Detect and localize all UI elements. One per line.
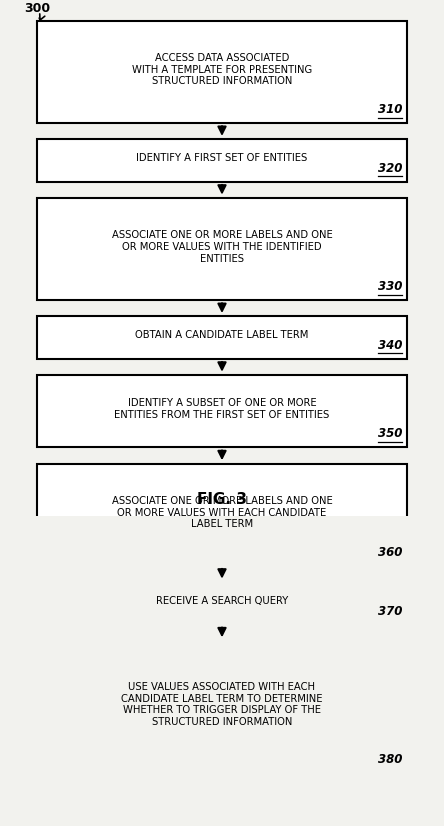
- Bar: [37, 316, 407, 358]
- Text: IDENTIFY A FIRST SET OF ENTITIES: IDENTIFY A FIRST SET OF ENTITIES: [136, 154, 308, 164]
- Text: ACCESS DATA ASSOCIATED
WITH A TEMPLATE FOR PRESENTING
STRUCTURED INFORMATION: ACCESS DATA ASSOCIATED WITH A TEMPLATE F…: [132, 53, 312, 87]
- Text: ASSOCIATE ONE OR MORE LABELS AND ONE
OR MORE VALUES WITH THE IDENTIFIED
ENTITIES: ASSOCIATE ONE OR MORE LABELS AND ONE OR …: [111, 230, 333, 263]
- Text: RECEIVE A SEARCH QUERY: RECEIVE A SEARCH QUERY: [156, 596, 288, 606]
- Bar: [37, 582, 407, 624]
- Text: 310: 310: [378, 103, 402, 116]
- Text: 320: 320: [378, 162, 402, 175]
- Text: 380: 380: [378, 752, 402, 766]
- Text: 370: 370: [378, 605, 402, 618]
- Text: 300: 300: [24, 2, 51, 15]
- Text: OBTAIN A CANDIDATE LABEL TERM: OBTAIN A CANDIDATE LABEL TERM: [135, 330, 309, 340]
- Bar: [37, 198, 407, 300]
- Bar: [37, 21, 407, 123]
- Text: USE VALUES ASSOCIATED WITH EACH
CANDIDATE LABEL TERM TO DETERMINE
WHETHER TO TRI: USE VALUES ASSOCIATED WITH EACH CANDIDAT…: [121, 682, 323, 727]
- Text: FIG. 3: FIG. 3: [197, 491, 247, 507]
- Text: 350: 350: [378, 428, 402, 440]
- Text: 360: 360: [378, 546, 402, 559]
- Text: 340: 340: [378, 339, 402, 352]
- Bar: [37, 463, 407, 566]
- Text: IDENTIFY A SUBSET OF ONE OR MORE
ENTITIES FROM THE FIRST SET OF ENTITIES: IDENTIFY A SUBSET OF ONE OR MORE ENTITIE…: [115, 398, 329, 420]
- Bar: [37, 140, 407, 182]
- Text: ASSOCIATE ONE OR MORE LABELS AND ONE
OR MORE VALUES WITH EACH CANDIDATE
LABEL TE: ASSOCIATE ONE OR MORE LABELS AND ONE OR …: [111, 496, 333, 529]
- Bar: [37, 375, 407, 447]
- Text: 330: 330: [378, 280, 402, 293]
- Bar: [37, 641, 407, 772]
